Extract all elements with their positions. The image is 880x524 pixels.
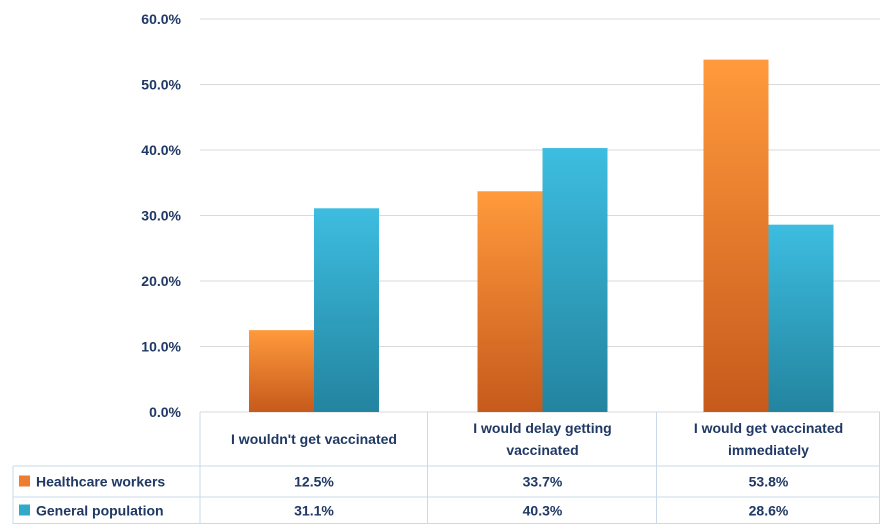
y-tick-label: 10.0% [141,339,181,355]
data-table-value: 31.1% [294,503,334,519]
legend-swatch [19,475,30,487]
bar-healthcare-workers-3 [703,59,769,413]
data-table: I wouldn't get vaccinated I would delay g… [12,412,880,524]
data-table-value: 40.3% [523,503,563,519]
legend-series-name: Healthcare workers [36,474,165,490]
x-category-label: I would get vaccinated immediately [694,420,843,458]
x-category-label: I wouldn't get vaccinated [231,431,397,447]
y-tick-label: 60.0% [141,11,181,27]
y-tick-label: 50.0% [141,77,181,93]
bars [249,59,834,413]
bar-general-population-1 [314,208,379,412]
x-category-label: I would delay getting vaccinated [473,420,611,458]
y-tick-label: 0.0% [149,404,181,420]
data-table-value: 53.8% [749,474,789,490]
bar-healthcare-workers-1 [249,330,314,412]
bar-general-population-3 [768,224,834,412]
y-tick-label: 20.0% [141,273,181,289]
y-tick-label: 40.0% [141,142,181,158]
legend-swatch [19,504,30,516]
bar-general-population-2 [542,148,608,412]
data-table-value: 28.6% [749,503,789,519]
y-axis-ticks: 0.0% 10.0% 20.0% 30.0% 40.0% 50.0% 60.0% [141,11,181,420]
y-tick-label: 30.0% [141,208,181,224]
bar-healthcare-workers-2 [477,191,543,412]
data-table-value: 33.7% [523,474,563,490]
data-table-value: 12.5% [294,474,334,490]
legend-series-name: General population [36,503,164,519]
